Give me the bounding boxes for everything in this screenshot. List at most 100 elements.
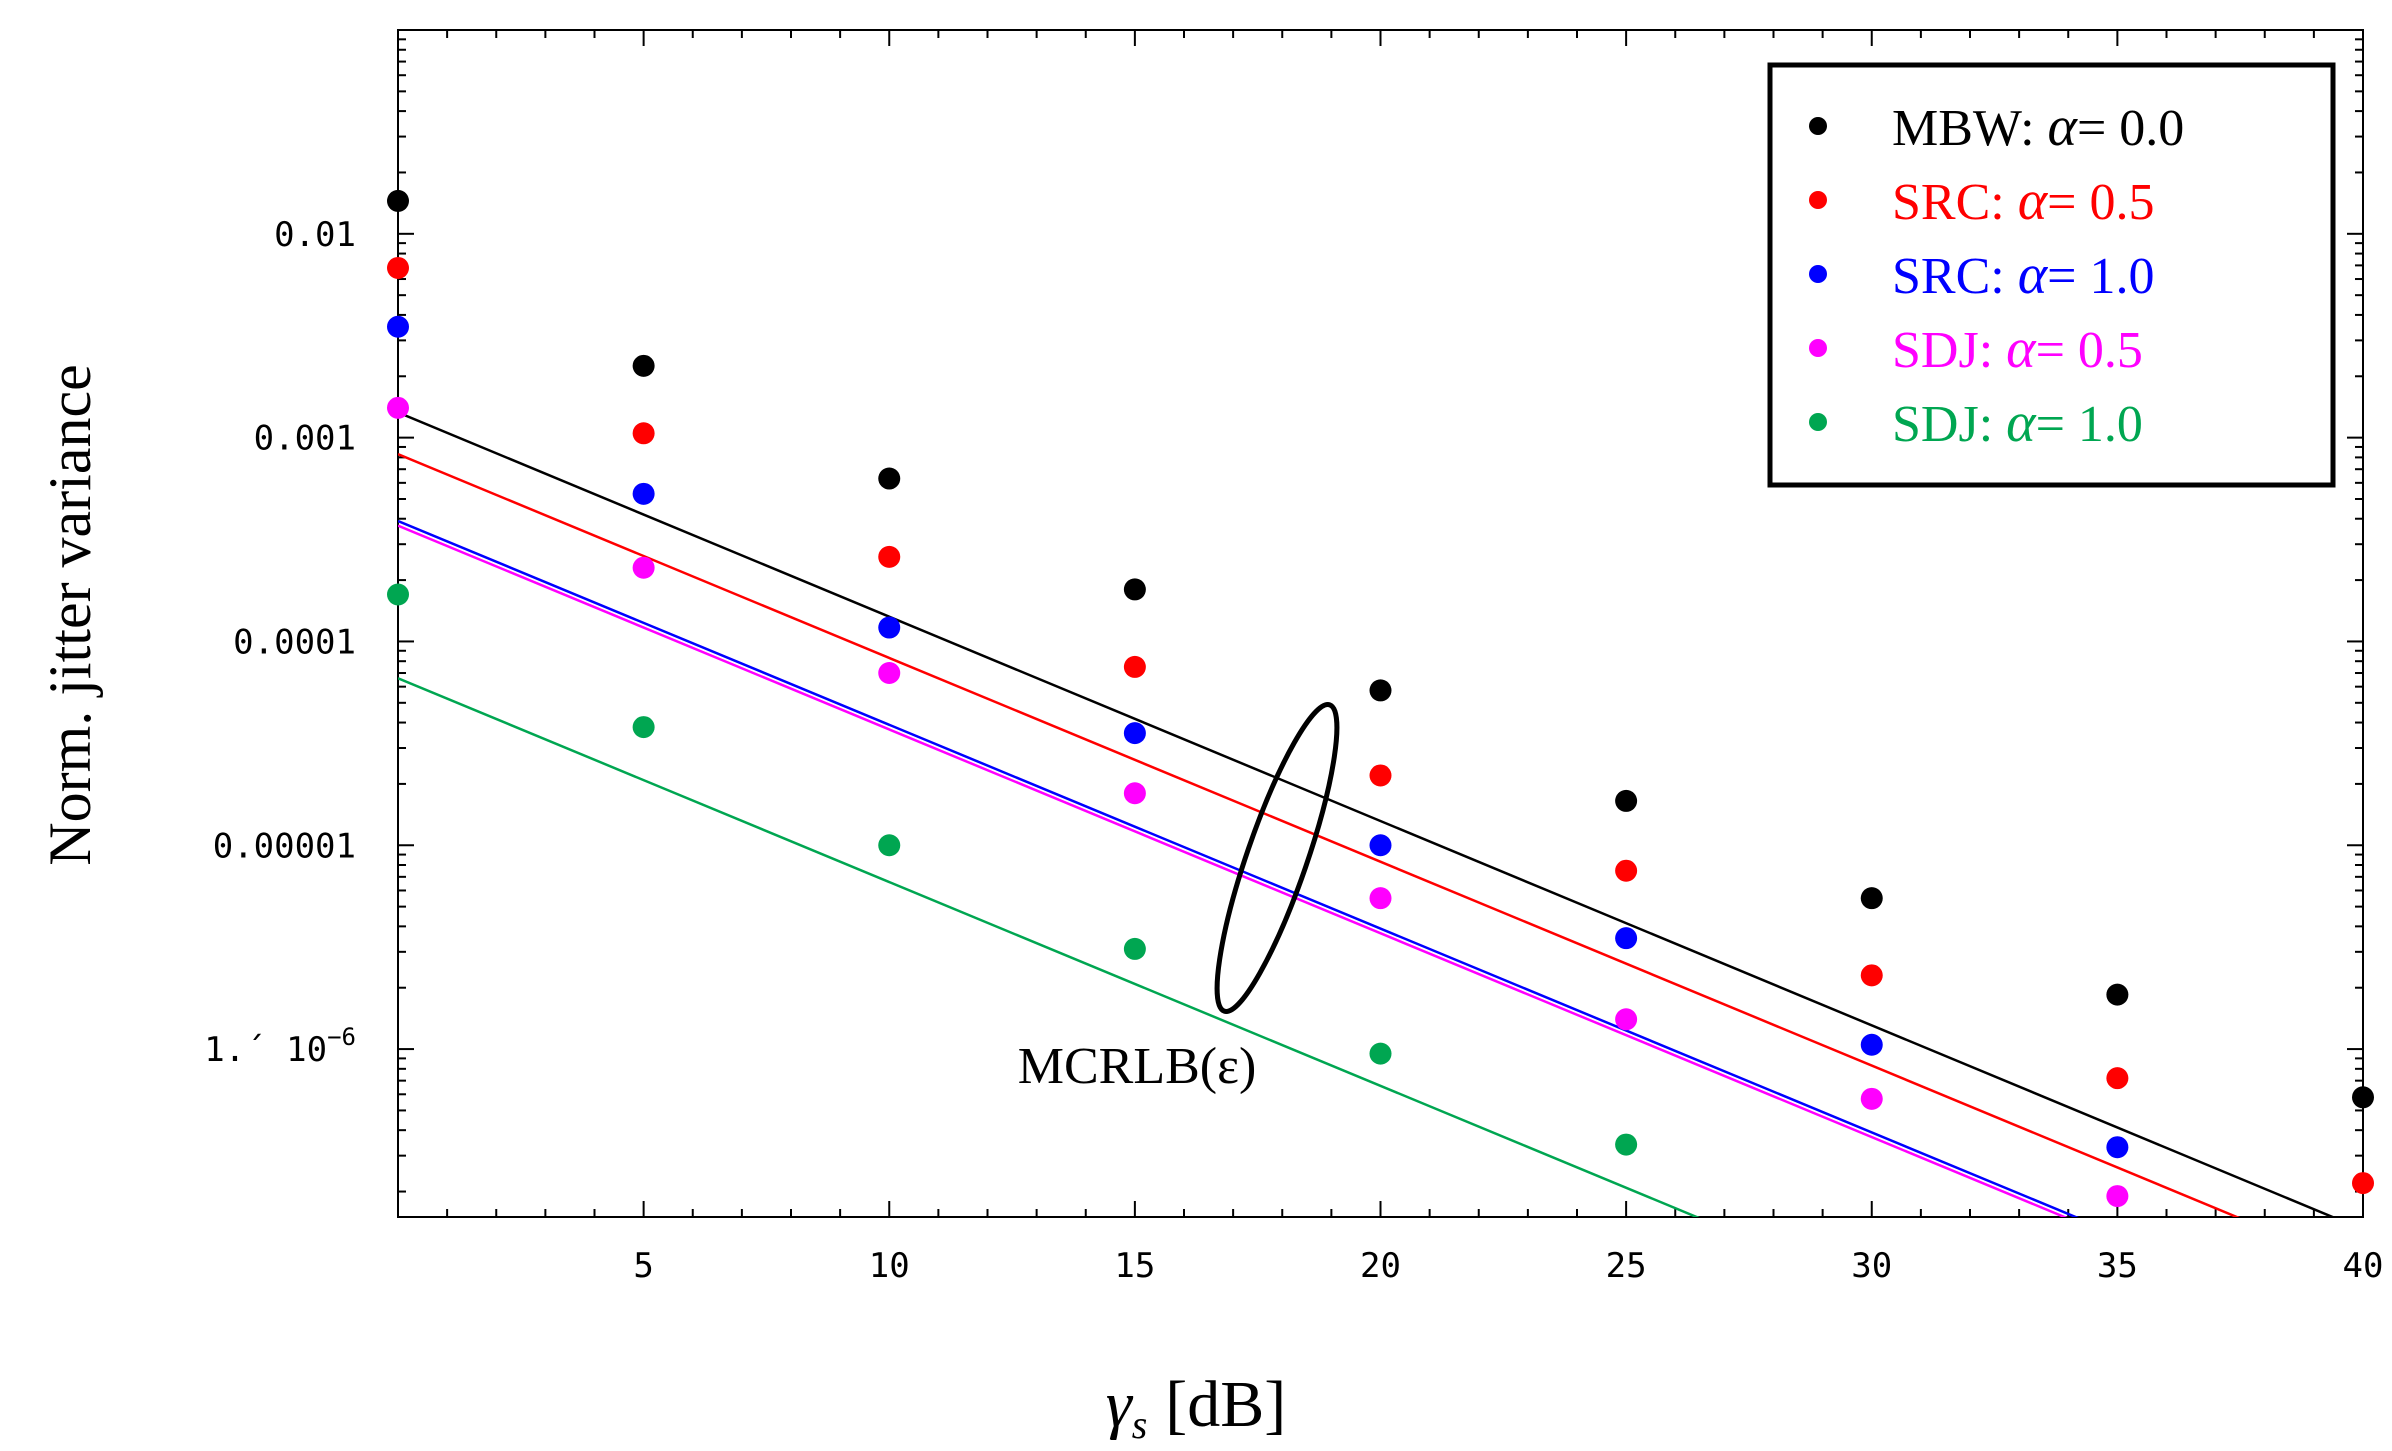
axis-titles: Norm. jitter variance γs [dB] <box>37 364 1286 1447</box>
legend-alpha: α <box>2006 318 2037 380</box>
point-series-4 <box>878 834 901 857</box>
legend-name: SRC: <box>1892 248 2018 305</box>
x-tick-label: 5 <box>633 1246 653 1286</box>
point-series-3 <box>2106 1185 2129 1208</box>
bound-line-3 <box>398 524 2068 1217</box>
point-series-0 <box>878 467 901 490</box>
point-series-2 <box>1860 1033 1883 1056</box>
y-tick-label: 0.0001 <box>233 622 356 662</box>
point-series-0 <box>2352 1086 2374 1109</box>
point-series-4 <box>632 716 655 739</box>
point-series-2 <box>1123 722 1146 745</box>
point-series-0 <box>2106 983 2129 1006</box>
point-series-3 <box>878 662 901 685</box>
mcrlb-ellipse <box>1214 702 1340 1014</box>
legend-alpha: α <box>2018 244 2049 306</box>
y-tick-exponent: −6 <box>327 1023 356 1051</box>
legend-label-3: SDJ: α= 0.5 <box>1892 318 2143 380</box>
legend-name: SRC: <box>1892 174 2018 231</box>
y-tick-mantissa: 0.01 <box>274 215 356 255</box>
x-axis-subscript: s <box>1132 1402 1148 1447</box>
x-tick-label: 20 <box>1360 1246 1401 1286</box>
legend-alpha-value: = 0.5 <box>2047 174 2154 231</box>
legend-marker-1 <box>1809 191 1827 209</box>
y-tick-label: 0.001 <box>254 419 356 459</box>
legend-alpha-value: = 0.0 <box>2077 100 2184 157</box>
x-tick-label: 25 <box>1606 1246 1647 1286</box>
point-series-0 <box>1123 578 1146 601</box>
point-series-0 <box>387 189 409 212</box>
legend-label-0: MBW: α= 0.0 <box>1892 96 2184 158</box>
legend-alpha: α <box>2006 392 2037 454</box>
legend-marker-0 <box>1809 117 1827 135</box>
data-points <box>387 189 2374 1208</box>
point-series-1 <box>632 422 655 445</box>
point-series-4 <box>387 583 409 606</box>
legend-box <box>1767 62 2336 488</box>
x-tick-label: 40 <box>2343 1246 2384 1286</box>
point-series-1 <box>2352 1172 2374 1195</box>
bound-line-0 <box>398 411 2336 1217</box>
legend-alpha-value: = 1.0 <box>2047 248 2154 305</box>
y-tick-mantissa: 0.00001 <box>213 826 356 866</box>
point-series-3 <box>387 396 409 419</box>
mcrlb-bound-lines <box>398 411 2336 1217</box>
point-series-0 <box>632 354 655 377</box>
legend-marker-2 <box>1809 265 1827 283</box>
mcrlb-annotation: MCRLB(ε) <box>1018 702 1340 1095</box>
axis-ticks: 5 10 15 20 25 30 35 40 0.01 0.001 0.0001 0.00001 1.´… <box>204 29 2384 1286</box>
legend-label-4: SDJ: α= 1.0 <box>1892 392 2143 454</box>
point-series-0 <box>1860 887 1883 910</box>
y-tick-label: 1.´ 10−6 <box>204 1023 356 1070</box>
bound-line-1 <box>398 452 2241 1217</box>
point-series-3 <box>1369 887 1392 910</box>
x-tick-label: 30 <box>1851 1246 1892 1286</box>
point-series-1 <box>1369 764 1392 787</box>
y-tick-label: 0.00001 <box>213 826 356 866</box>
x-tick-label: 35 <box>2097 1246 2138 1286</box>
y-tick-mantissa: 0.0001 <box>233 622 356 662</box>
point-series-1 <box>1860 964 1883 987</box>
point-series-4 <box>1123 937 1146 960</box>
point-series-3 <box>1123 782 1146 805</box>
point-series-1 <box>1123 655 1146 678</box>
point-series-3 <box>1615 1008 1638 1031</box>
point-series-4 <box>1615 1133 1638 1156</box>
point-series-1 <box>1615 859 1638 882</box>
point-series-3 <box>632 556 655 579</box>
point-series-1 <box>878 545 901 568</box>
point-series-2 <box>1615 927 1638 950</box>
x-axis-unit: [dB] <box>1165 1368 1286 1441</box>
legend-alpha-value: = 0.5 <box>2036 322 2143 379</box>
legend-name: SDJ: <box>1892 322 2006 379</box>
legend-alpha: α <box>2048 96 2079 158</box>
x-axis-title: γs [dB] <box>1106 1368 1287 1447</box>
point-series-0 <box>1369 679 1392 702</box>
legend-alpha-value: = 1.0 <box>2036 396 2143 453</box>
point-series-1 <box>2106 1067 2129 1090</box>
point-series-4 <box>1369 1042 1392 1065</box>
point-series-1 <box>387 256 409 279</box>
legend-name: MBW: <box>1892 100 2048 157</box>
point-series-3 <box>1860 1087 1883 1110</box>
legend-alpha: α <box>2018 170 2049 232</box>
point-series-2 <box>1369 834 1392 857</box>
legend-name: SDJ: <box>1892 396 2006 453</box>
x-tick-label: 15 <box>1114 1246 1155 1286</box>
point-series-2 <box>387 315 409 338</box>
point-series-2 <box>632 482 655 505</box>
bound-line-4 <box>398 677 1700 1217</box>
mcrlb-label: MCRLB(ε) <box>1018 1038 1257 1095</box>
y-tick-mantissa: 0.001 <box>254 419 356 459</box>
y-tick-mantissa: 1.´ 10 <box>204 1030 327 1070</box>
x-axis-symbol: γ <box>1106 1368 1134 1441</box>
point-series-2 <box>2106 1136 2129 1159</box>
y-axis-title: Norm. jitter variance <box>37 364 103 865</box>
x-tick-label: 10 <box>869 1246 910 1286</box>
legend-marker-4 <box>1809 413 1827 431</box>
legend-label-2: SRC: α= 1.0 <box>1892 244 2154 306</box>
y-tick-label: 0.01 <box>274 215 356 255</box>
legend-label-1: SRC: α= 0.5 <box>1892 170 2154 232</box>
point-series-2 <box>878 616 901 639</box>
